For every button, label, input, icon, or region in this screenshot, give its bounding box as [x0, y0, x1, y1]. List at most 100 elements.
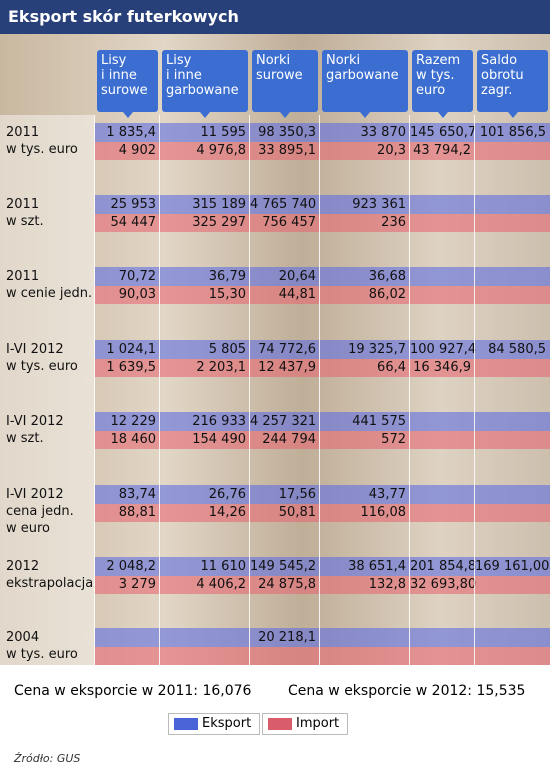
legend-item: Import	[262, 713, 348, 735]
cell: 18 460	[110, 432, 157, 447]
row-label: w tys. euro	[6, 647, 78, 662]
cell: 11 595	[200, 125, 247, 140]
cell: 236	[381, 215, 406, 230]
row-label: w szt.	[6, 214, 44, 229]
header-line: garbowane	[326, 68, 399, 83]
row-label: 2011	[6, 269, 40, 284]
cell: 43,77	[368, 487, 406, 502]
cell: 145 650,7	[410, 125, 477, 140]
note: Cena w eksporcie w 2012: 15,535	[288, 683, 526, 699]
cell: 25 953	[110, 197, 157, 212]
cell: 5 805	[208, 342, 246, 357]
cell: 923 361	[352, 197, 406, 212]
legend-label: Eksport	[202, 716, 252, 731]
import-band	[95, 142, 550, 160]
row-label: 2004	[6, 630, 40, 645]
import-band	[95, 431, 550, 449]
cell: 100 927,4	[410, 342, 477, 357]
row-label: I-VI 2012	[6, 487, 64, 502]
column-line	[474, 115, 475, 665]
row-label: w szt.	[6, 431, 44, 446]
row-label: 2011	[6, 197, 40, 212]
header-pointer	[437, 112, 448, 118]
cell: 16 346,9	[413, 360, 471, 375]
cell: 4 257 321	[250, 414, 317, 429]
cell: 244 794	[262, 432, 316, 447]
export-band	[95, 195, 550, 214]
cell: 20 218,1	[258, 630, 316, 645]
row-label: cena jedn.	[6, 504, 74, 519]
cell: 325 297	[192, 215, 246, 230]
header-line: Lisy	[101, 53, 127, 68]
cell: 1 024,1	[106, 342, 156, 357]
column-line	[409, 115, 410, 665]
title-bar: Eksport skór futerkowych	[0, 0, 550, 34]
column-line	[249, 115, 250, 665]
cell: 149 545,2	[250, 559, 317, 574]
header-line: surowe	[101, 83, 148, 98]
title: Eksport skór futerkowych	[8, 7, 239, 26]
cell: 36,68	[368, 269, 406, 284]
row-label: w cenie jedn.	[6, 286, 93, 301]
header-line: garbowane	[166, 83, 239, 98]
cell: 50,81	[278, 505, 316, 520]
header-line: Razem	[416, 53, 461, 68]
export-band	[95, 485, 550, 504]
header-line: w tys.	[416, 68, 455, 83]
header-line: zagr.	[481, 83, 513, 98]
column-header: Saldo obrotu zagr.	[477, 50, 548, 112]
legend-swatch	[268, 718, 292, 730]
export-band	[95, 628, 550, 647]
cell: 90,03	[118, 287, 156, 302]
import-band	[95, 504, 550, 522]
cell: 33 895,1	[258, 143, 316, 158]
cell: 4 406,2	[196, 577, 246, 592]
export-band	[95, 340, 550, 359]
import-band	[95, 214, 550, 232]
row-label: w tys. euro	[6, 359, 78, 374]
cell: 38 651,4	[348, 559, 406, 574]
column-line	[319, 115, 320, 665]
import-band	[95, 359, 550, 377]
cell: 12 437,9	[258, 360, 316, 375]
row-label: ekstrapolacja	[6, 576, 94, 591]
export-band	[95, 123, 550, 142]
row-label: I-VI 2012	[6, 342, 64, 357]
column-line	[159, 115, 160, 665]
import-band	[95, 576, 550, 594]
column-header: Norki garbowane	[322, 50, 408, 112]
cell: 98 350,3	[258, 125, 316, 140]
header-line: Lisy	[166, 53, 192, 68]
row-label: I-VI 2012	[6, 414, 64, 429]
header-pointer	[200, 112, 210, 118]
cell: 1 639,5	[106, 360, 156, 375]
header-line: Norki	[326, 53, 361, 68]
column-line	[94, 115, 95, 665]
cell: 12 229	[110, 414, 157, 429]
cell: 33 870	[360, 125, 407, 140]
cell: 4 902	[118, 143, 156, 158]
header-line: i inne	[101, 68, 137, 83]
cell: 315 189	[192, 197, 246, 212]
import-band	[95, 647, 550, 665]
cell: 32 693,80	[410, 577, 477, 592]
header-line: Saldo	[481, 53, 518, 68]
cell: 84 580,5	[488, 342, 546, 357]
header-line: surowe	[256, 68, 303, 83]
cell: 86,02	[368, 287, 406, 302]
note: Cena w eksporcie w 2011: 16,076	[14, 683, 252, 699]
row-label: w euro	[6, 521, 51, 536]
source: Źródło: GUS	[14, 752, 81, 765]
row-label: 2011	[6, 125, 40, 140]
cell: 201 854,8	[410, 559, 477, 574]
header-line: obrotu	[481, 68, 524, 83]
cell: 11 610	[200, 559, 247, 574]
cell: 169 161,00	[475, 559, 550, 574]
header-pointer	[280, 112, 290, 118]
cell: 4 976,8	[196, 143, 246, 158]
legend-item: Eksport	[168, 713, 260, 735]
cell: 4 765 740	[250, 197, 317, 212]
cell: 101 856,5	[479, 125, 546, 140]
export-band	[95, 412, 550, 431]
